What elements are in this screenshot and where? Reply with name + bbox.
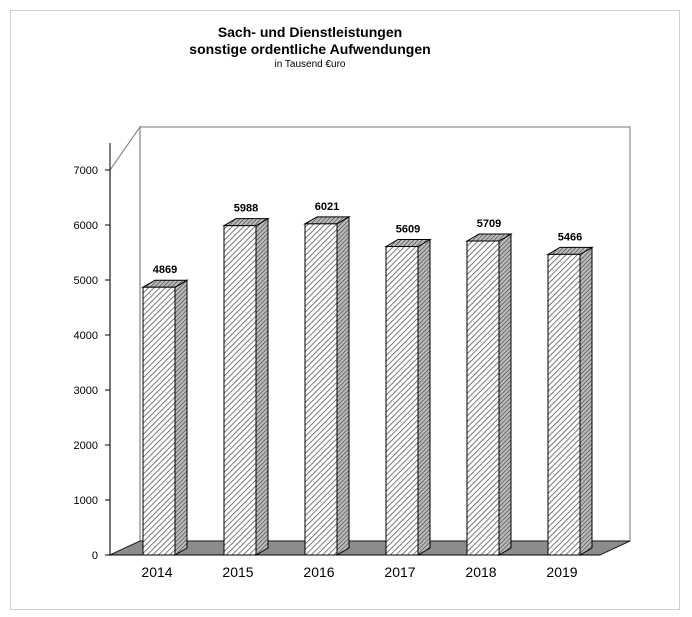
chart-subtitle: sonstige ordentliche Aufwendungen [189, 41, 431, 57]
chart-unit-note: in Tausend €uro [274, 59, 346, 70]
chart-title: Sach- und Dienstleistungen [217, 24, 403, 40]
y-tick-label: 1000 [74, 495, 98, 507]
bar-front [385, 246, 419, 556]
bar-front [304, 223, 338, 556]
y-tick-label: 4000 [74, 330, 98, 342]
bar-side [174, 279, 188, 556]
bars: 4869 5988 6021 5609 5709 5466 [141, 201, 594, 556]
chart-titles: Sach- und Dienstleistungen sonstige orde… [0, 24, 620, 71]
x-tick-label: 2017 [384, 564, 415, 580]
bar-2016: 6021 [303, 201, 351, 556]
x-tick-label: 2016 [303, 564, 334, 580]
data-label: 4869 [153, 264, 177, 276]
bar-front [466, 240, 500, 556]
bar-2019: 5466 [546, 231, 594, 556]
data-label: 5988 [234, 203, 258, 215]
bar-side [579, 246, 593, 556]
x-tick-label: 2018 [465, 564, 496, 580]
data-label: 5466 [558, 231, 582, 243]
y-tick-label: 5000 [74, 275, 98, 287]
bar-side [417, 238, 431, 556]
y-tick-label: 6000 [74, 220, 98, 232]
bar-2014: 4869 [141, 264, 189, 556]
bar-front [547, 253, 581, 556]
x-tick-label: 2014 [141, 564, 172, 580]
bar-2018: 5709 [465, 218, 513, 556]
x-tick-label: 2019 [546, 564, 577, 580]
bar-side [255, 217, 269, 556]
chart-frame [10, 10, 680, 610]
y-tick-label: 3000 [74, 385, 98, 397]
bar-side [498, 233, 512, 556]
bar-front [142, 286, 176, 556]
data-label: 5709 [477, 218, 501, 230]
bar-front [223, 225, 257, 556]
y-tick-label: 7000 [74, 165, 98, 177]
x-axis: 2014 2015 2016 2017 2018 2019 [110, 554, 600, 580]
data-label: 5609 [396, 224, 420, 236]
x-tick-label: 2015 [222, 564, 253, 580]
y-tick-label: 2000 [74, 440, 98, 452]
bar-side [336, 215, 350, 556]
bar-2017: 5609 [384, 224, 432, 556]
data-label: 6021 [315, 201, 339, 213]
y-axis: 0 1000 2000 3000 4000 5000 6000 7000 [74, 143, 111, 562]
side-wall [109, 125, 141, 556]
bar-2015: 5988 [222, 203, 270, 556]
y-tick-label: 0 [92, 550, 98, 562]
